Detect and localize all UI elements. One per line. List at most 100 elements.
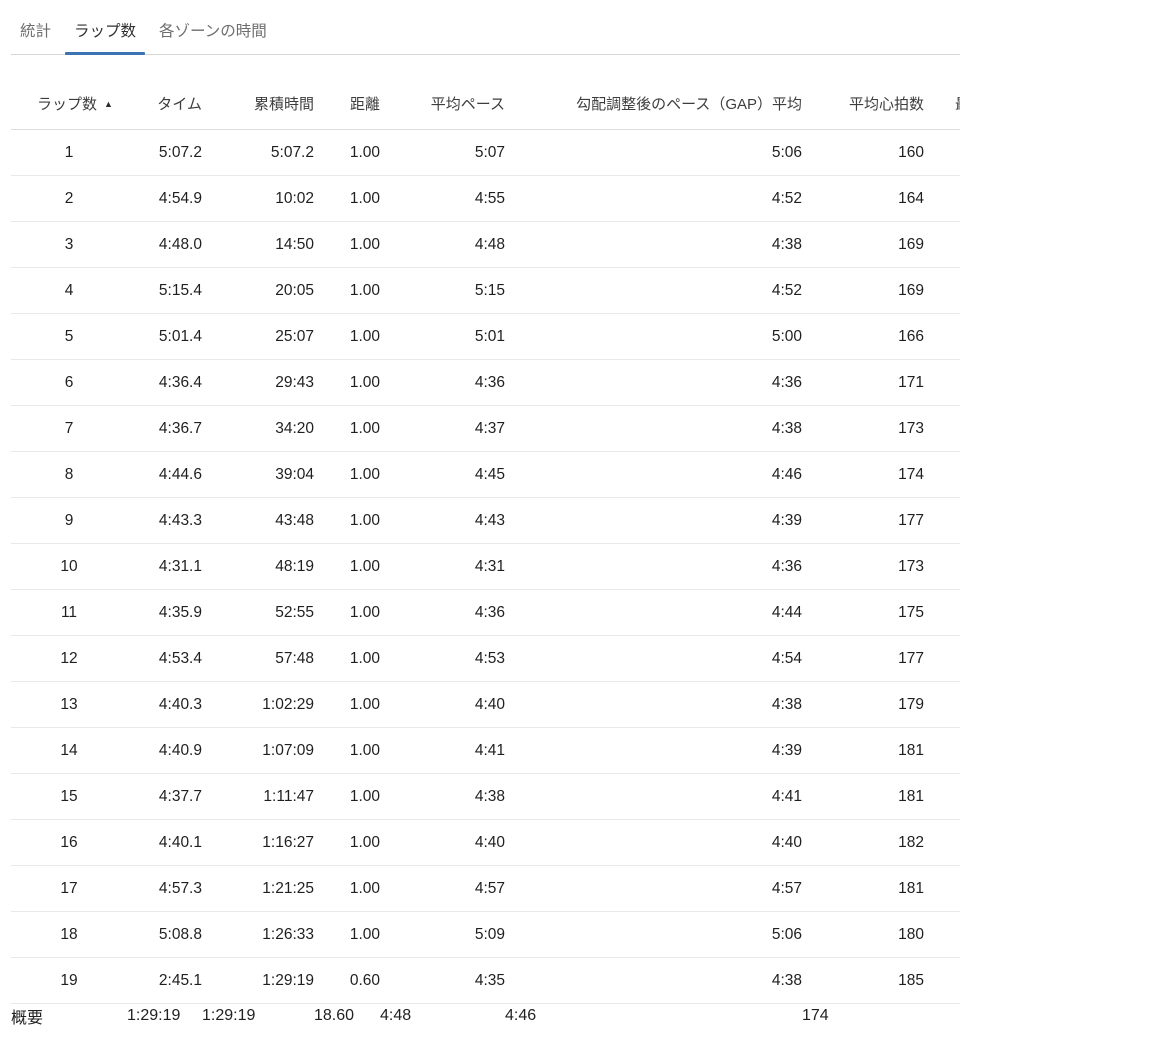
lap-clipped-cell <box>924 313 960 360</box>
lap-gap-pace: 5:06 <box>505 129 802 176</box>
tab-bar: 統計 ラップ数 各ゾーンの時間 <box>11 0 960 55</box>
lap-cumulative-time: 1:16:27 <box>202 819 314 866</box>
table-row[interactable]: 9 4:43.3 43:48 1.00 4:43 4:39 177 <box>11 497 960 544</box>
lap-avg-hr: 173 <box>802 543 924 590</box>
lap-avg-pace: 5:15 <box>380 267 505 314</box>
lap-cumulative-time: 14:50 <box>202 221 314 268</box>
table-row[interactable]: 3 4:48.0 14:50 1.00 4:48 4:38 169 <box>11 221 960 268</box>
column-header-lap[interactable]: ラップ数 ▲ <box>11 55 127 130</box>
column-header-avg-hr[interactable]: 平均心拍数 <box>802 55 924 130</box>
lap-number: 16 <box>11 819 127 866</box>
lap-time: 4:40.1 <box>127 819 202 866</box>
lap-clipped-cell <box>924 267 960 314</box>
lap-distance: 1.00 <box>314 819 380 866</box>
table-header: ラップ数 ▲ タイム 累積時間 距離 平均ペース 勾配調整後のペース（GAP）平均… <box>11 55 960 130</box>
table-row[interactable]: 19 2:45.1 1:29:19 0.60 4:35 4:38 185 <box>11 957 960 1004</box>
table-row[interactable]: 14 4:40.9 1:07:09 1.00 4:41 4:39 181 <box>11 727 960 774</box>
lap-distance: 1.00 <box>314 589 380 636</box>
lap-time: 4:57.3 <box>127 865 202 912</box>
lap-distance: 1.00 <box>314 221 380 268</box>
column-header-distance[interactable]: 距離 <box>314 55 380 130</box>
table-row[interactable]: 11 4:35.9 52:55 1.00 4:36 4:44 175 <box>11 589 960 636</box>
lap-distance: 1.00 <box>314 313 380 360</box>
sort-asc-icon: ▲ <box>104 99 113 109</box>
lap-avg-pace: 5:01 <box>380 313 505 360</box>
lap-cumulative-time: 20:05 <box>202 267 314 314</box>
table-row[interactable]: 13 4:40.3 1:02:29 1.00 4:40 4:38 179 <box>11 681 960 728</box>
lap-gap-pace: 4:36 <box>505 543 802 590</box>
lap-cumulative-time: 1:26:33 <box>202 911 314 958</box>
column-header-cumulative-time[interactable]: 累積時間 <box>202 55 314 130</box>
lap-time: 5:15.4 <box>127 267 202 314</box>
table-row[interactable]: 16 4:40.1 1:16:27 1.00 4:40 4:40 182 <box>11 819 960 866</box>
lap-time: 4:31.1 <box>127 543 202 590</box>
lap-avg-pace: 4:37 <box>380 405 505 452</box>
tab-statistics[interactable]: 統計 <box>20 23 52 40</box>
summary-avg-pace: 4:48 <box>380 1007 412 1024</box>
lap-distance: 1.00 <box>314 497 380 544</box>
lap-gap-pace: 4:46 <box>505 451 802 498</box>
lap-cumulative-time: 43:48 <box>202 497 314 544</box>
column-header-clipped[interactable]: 最大心拍数 <box>924 55 960 130</box>
lap-number: 18 <box>11 911 127 958</box>
tab-laps[interactable]: ラップ数 <box>65 13 146 55</box>
table-row[interactable]: 1 5:07.2 5:07.2 1.00 5:07 5:06 160 <box>11 129 960 176</box>
lap-clipped-cell <box>924 497 960 544</box>
lap-clipped-cell <box>924 543 960 590</box>
lap-number: 13 <box>11 681 127 728</box>
table-row[interactable]: 18 5:08.8 1:26:33 1.00 5:09 5:06 180 <box>11 911 960 958</box>
table-row[interactable]: 10 4:31.1 48:19 1.00 4:31 4:36 173 <box>11 543 960 590</box>
table-row[interactable]: 12 4:53.4 57:48 1.00 4:53 4:54 177 <box>11 635 960 682</box>
lap-number: 3 <box>11 221 127 268</box>
lap-avg-hr: 173 <box>802 405 924 452</box>
lap-gap-pace: 4:54 <box>505 635 802 682</box>
lap-time: 4:43.3 <box>127 497 202 544</box>
lap-time: 5:08.8 <box>127 911 202 958</box>
lap-clipped-cell <box>924 221 960 268</box>
lap-gap-pace: 5:00 <box>505 313 802 360</box>
summary-row: 概要 1:29:19 1:29:19 18.60 4:48 4:46 174 <box>11 1004 960 1029</box>
lap-time: 4:40.9 <box>127 727 202 774</box>
laps-table: ラップ数 ▲ タイム 累積時間 距離 平均ペース 勾配調整後のペース（GAP）平均… <box>11 55 960 1028</box>
lap-number: 19 <box>11 957 127 1004</box>
lap-avg-pace: 4:36 <box>380 359 505 406</box>
lap-time: 4:36.4 <box>127 359 202 406</box>
lap-cumulative-time: 1:02:29 <box>202 681 314 728</box>
lap-clipped-cell <box>924 727 960 774</box>
lap-number: 15 <box>11 773 127 820</box>
column-header-avg-pace[interactable]: 平均ペース <box>380 55 505 130</box>
lap-avg-pace: 4:57 <box>380 865 505 912</box>
table-row[interactable]: 7 4:36.7 34:20 1.00 4:37 4:38 173 <box>11 405 960 452</box>
lap-avg-hr: 169 <box>802 221 924 268</box>
lap-avg-hr: 166 <box>802 313 924 360</box>
lap-number: 17 <box>11 865 127 912</box>
lap-gap-pace: 4:52 <box>505 175 802 222</box>
table-row[interactable]: 17 4:57.3 1:21:25 1.00 4:57 4:57 181 <box>11 865 960 912</box>
lap-gap-pace: 4:38 <box>505 681 802 728</box>
lap-time: 4:40.3 <box>127 681 202 728</box>
lap-clipped-cell <box>924 865 960 912</box>
lap-distance: 1.00 <box>314 129 380 176</box>
table-row[interactable]: 6 4:36.4 29:43 1.00 4:36 4:36 171 <box>11 359 960 406</box>
table-row[interactable]: 2 4:54.9 10:02 1.00 4:55 4:52 164 <box>11 175 960 222</box>
lap-number: 6 <box>11 359 127 406</box>
lap-avg-hr: 160 <box>802 129 924 176</box>
column-header-time[interactable]: タイム <box>127 55 202 130</box>
tab-time-in-zones[interactable]: 各ゾーンの時間 <box>159 23 267 40</box>
column-header-gap-pace[interactable]: 勾配調整後のペース（GAP）平均 <box>505 55 802 130</box>
table-row[interactable]: 5 5:01.4 25:07 1.00 5:01 5:00 166 <box>11 313 960 360</box>
lap-gap-pace: 4:36 <box>505 359 802 406</box>
lap-cumulative-time: 1:07:09 <box>202 727 314 774</box>
lap-clipped-cell <box>924 175 960 222</box>
table-row[interactable]: 4 5:15.4 20:05 1.00 5:15 4:52 169 <box>11 267 960 314</box>
lap-distance: 1.00 <box>314 267 380 314</box>
table-row[interactable]: 8 4:44.6 39:04 1.00 4:45 4:46 174 <box>11 451 960 498</box>
lap-gap-pace: 5:06 <box>505 911 802 958</box>
column-header-lap-label: ラップ数 <box>37 96 98 113</box>
lap-distance: 1.00 <box>314 911 380 958</box>
lap-avg-pace: 4:55 <box>380 175 505 222</box>
lap-avg-pace: 5:07 <box>380 129 505 176</box>
lap-avg-pace: 4:48 <box>380 221 505 268</box>
lap-cumulative-time: 25:07 <box>202 313 314 360</box>
table-row[interactable]: 15 4:37.7 1:11:47 1.00 4:38 4:41 181 <box>11 773 960 820</box>
